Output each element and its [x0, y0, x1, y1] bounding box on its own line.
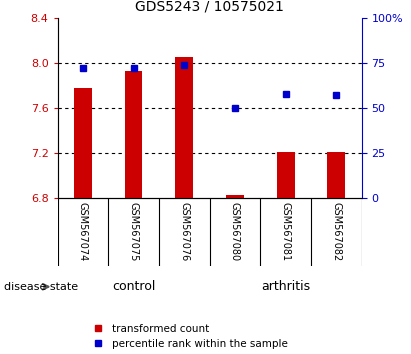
Text: arthritis: arthritis: [261, 280, 310, 293]
Text: GSM567080: GSM567080: [230, 202, 240, 261]
Bar: [277, 152, 295, 198]
Bar: [74, 88, 92, 198]
Bar: [226, 195, 244, 198]
Text: control: control: [112, 280, 155, 293]
Legend: transformed count, percentile rank within the sample: transformed count, percentile rank withi…: [88, 324, 288, 349]
Bar: [175, 57, 193, 198]
Text: GSM567075: GSM567075: [129, 202, 139, 261]
Text: GSM567076: GSM567076: [179, 202, 189, 261]
Bar: [125, 71, 143, 198]
Bar: [328, 152, 345, 198]
Text: GSM567074: GSM567074: [78, 202, 88, 261]
Text: disease state: disease state: [4, 282, 78, 292]
Text: GSM567081: GSM567081: [281, 202, 291, 261]
Text: GSM567082: GSM567082: [331, 202, 341, 261]
Title: GDS5243 / 10575021: GDS5243 / 10575021: [135, 0, 284, 14]
